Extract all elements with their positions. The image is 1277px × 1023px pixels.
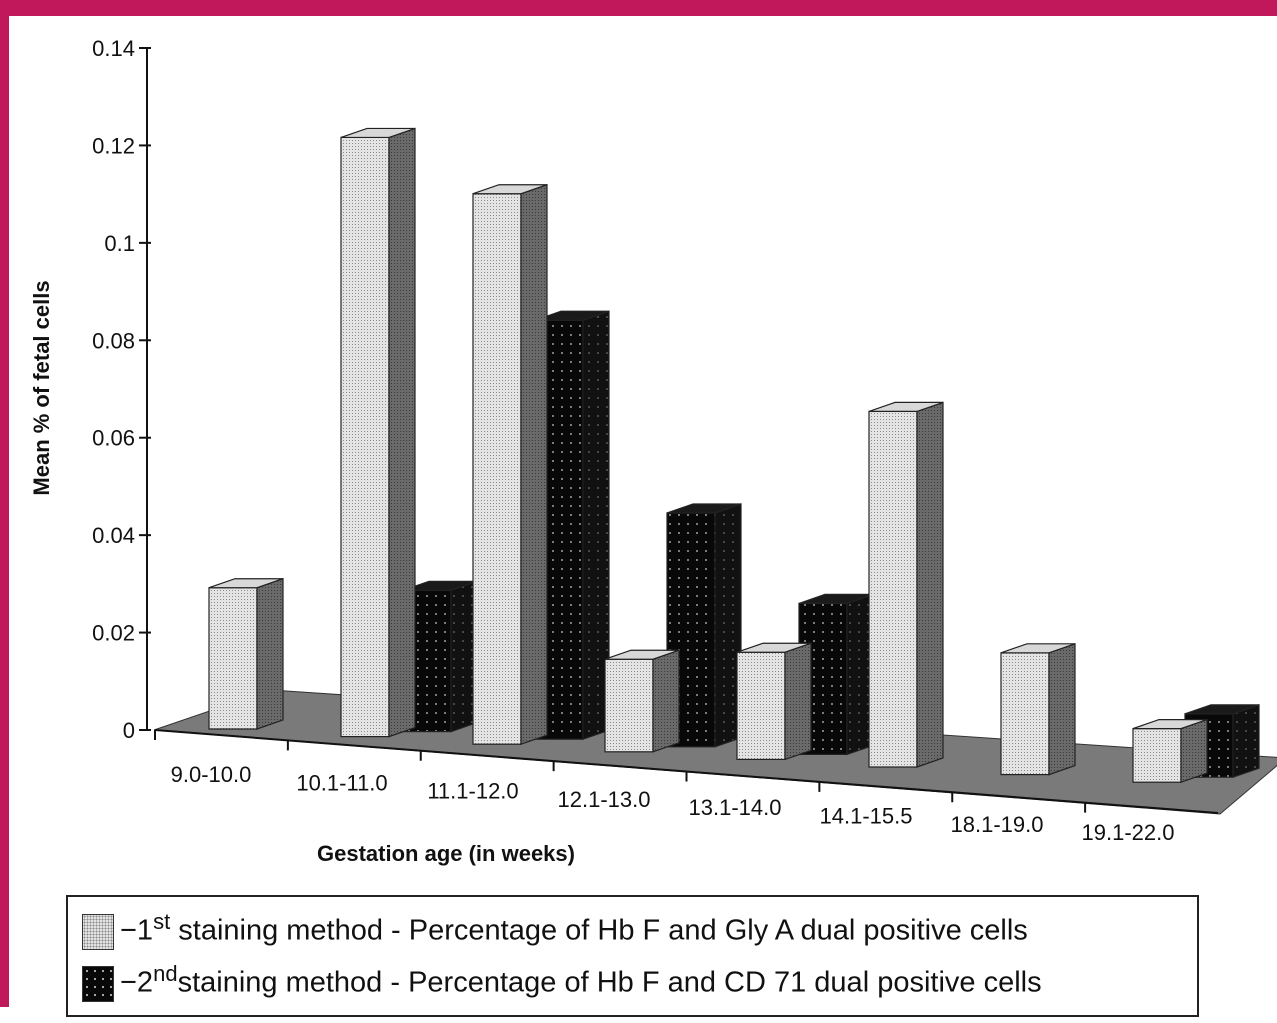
legend: −1st staining method - Percentage of Hb … [66,895,1199,1017]
bar-series1-11.1-12.0-top [472,184,548,195]
y-tick-label: 0.12 [92,133,135,158]
bar-series1-18.1-19.0-top [1000,643,1076,654]
bar-series1-11.1-12.0-side [520,183,548,746]
bar-chart-3d: 0 0.02 0.04 0.06 0.08 0.1 0.12 0.14 9.0-10.0 10.… [29,36,1277,866]
bar-series2-19.1-22.0-side [1232,704,1260,779]
x-tick-label: 19.1-22.0 [1082,820,1175,845]
y-tick-label: 0.06 [92,426,135,451]
x-tick-label: 10.1-11.0 [296,770,387,795]
bar-series1-18.1-19.0-front [1000,652,1050,776]
bar-series2-11.1-12.0-top [534,310,610,321]
legend-item-1st-method: −1st staining method - Percentage of Hb … [82,909,1028,950]
bar-series1-14.1-15.5-side [916,401,944,768]
bar-series2-12.1-13.0 [666,503,742,748]
dotted-light-swatch-icon [82,914,114,950]
bar-series1-13.1-14.0-top [736,642,812,653]
bar-series1-13.1-14.0-side [784,642,812,761]
x-tick-label: 9.0-10.0 [171,762,252,787]
y-tick-label: 0.04 [92,523,135,548]
x-tick-label: 14.1-15.5 [820,804,913,829]
y-tick-label: 0.02 [92,621,135,646]
bar-series1-11.1-12.0 [472,183,548,746]
bar-series1-18.1-19.0-side [1048,642,1076,776]
bar-series1-13.1-14.0-front [736,651,786,761]
bar-series1-12.1-13.0 [604,649,680,753]
y-axis-label: Mean % of fetal cells [29,280,54,495]
bar-series1-9.0-10.0 [208,577,284,730]
bar-series1-9.0-10.0-top [208,578,284,589]
bar-series1-13.1-14.0 [736,642,812,761]
x-axis-label: Gestation age (in weeks) [317,841,575,866]
bar-series1-18.1-19.0 [1000,642,1076,776]
x-tick-label: 13.1-14.0 [689,795,782,820]
bar-series1-19.1-22.0-front [1132,728,1182,783]
bar-series1-11.1-12.0-front [472,193,522,745]
bar-series1-19.1-22.0-side [1180,718,1208,784]
y-tick-label: 0.14 [92,36,135,61]
dotted-dark-swatch-icon [82,966,114,1002]
bar-series1-12.1-13.0-front [604,658,654,753]
bar-series1-14.1-15.5 [868,401,944,768]
y-tick-label: 0.1 [104,231,135,256]
x-tick-label: 18.1-19.0 [951,812,1044,837]
bar-series2-19.1-22.0-top [1184,704,1260,715]
bar-series1-14.1-15.5-top [868,401,944,412]
bar-series1-10.1-11.0-top [340,127,416,139]
bar-series1-14.1-15.5-front [868,410,918,768]
bar-series1-19.1-22.0-top [1132,719,1208,730]
bar-series1-9.0-10.0-side [256,577,284,730]
x-tick-label: 12.1-13.0 [558,787,651,812]
y-tick-label: 0 [123,718,135,743]
y-tick-label: 0.08 [92,328,135,353]
bar-series1-10.1-11.0-side [388,127,416,738]
legend-item-2nd-method: −2ndstaining method - Percentage of Hb F… [82,961,1042,1002]
x-tick-label: 11.1-12.0 [427,779,518,804]
bar-series2-12.1-13.0-top [666,503,742,514]
bar-series1-10.1-11.0 [340,127,416,738]
bar-series1-12.1-13.0-side [652,649,680,753]
bar-series1-9.0-10.0-front [208,587,258,730]
bar-series1-19.1-22.0 [1132,718,1208,784]
bar-series1-12.1-13.0-top [604,649,680,660]
bar-series1-10.1-11.0-front [340,136,390,738]
